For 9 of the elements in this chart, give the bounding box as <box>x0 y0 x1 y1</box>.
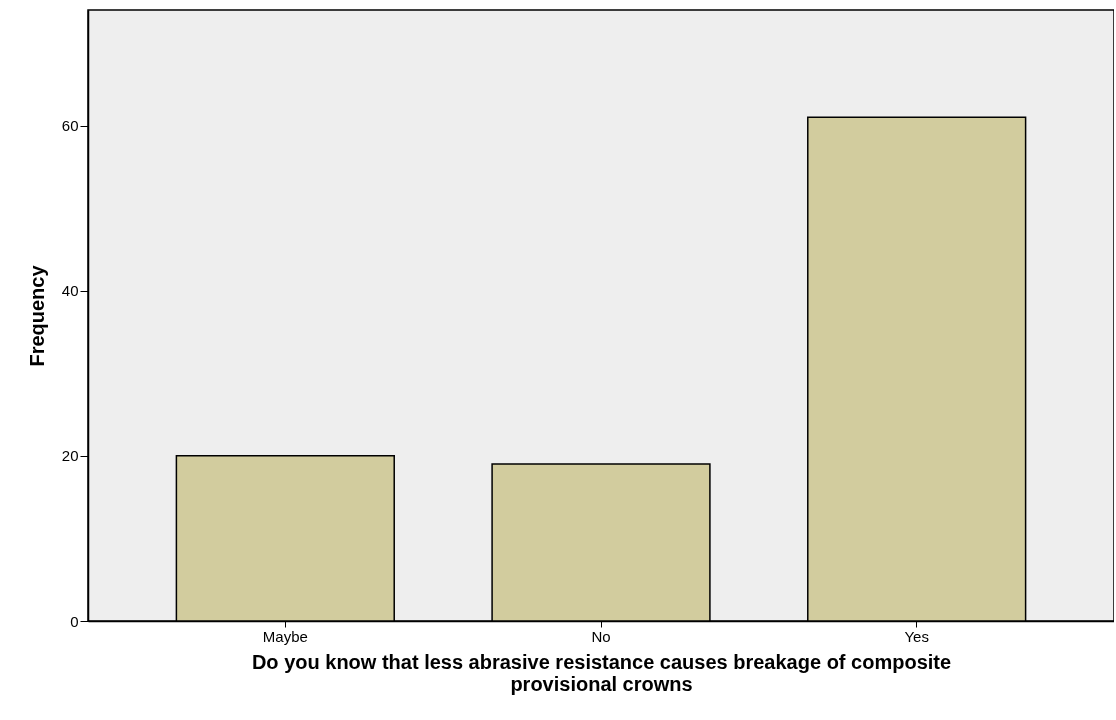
x-tick-label: No <box>591 627 611 645</box>
x-tick-label: Maybe <box>262 627 308 645</box>
y-tick-label: 60 <box>61 117 79 135</box>
y-tick-label: 20 <box>61 447 79 465</box>
y-tick-label: 40 <box>61 282 79 300</box>
y-tick-label: 0 <box>70 612 79 630</box>
x-tick-label: Yes <box>904 627 929 645</box>
x-axis-title: Do you know that less abrasive resistance causes breakage of composite provisional crowns <box>251 650 952 695</box>
y-axis-title: Frequency <box>25 264 48 367</box>
